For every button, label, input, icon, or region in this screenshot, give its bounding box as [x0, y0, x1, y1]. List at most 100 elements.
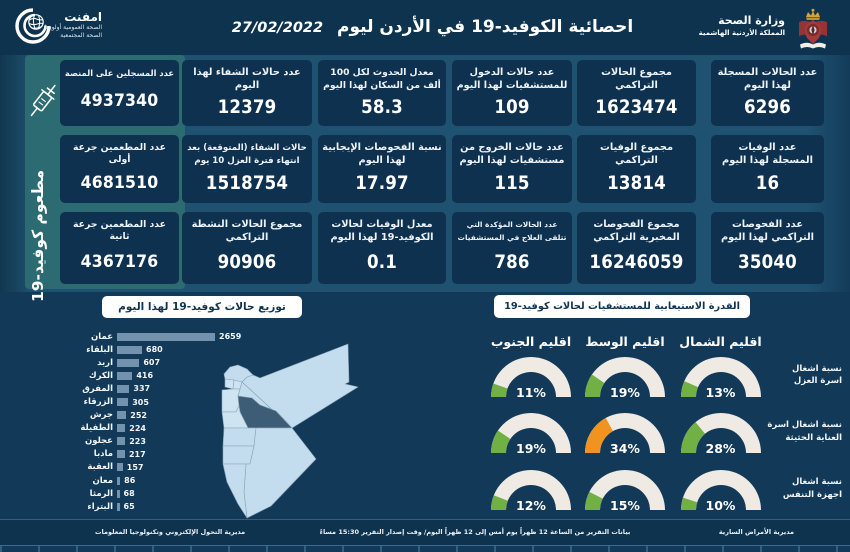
- gauge-track: [585, 356, 665, 397]
- bar-value-label: 680: [146, 345, 163, 355]
- stat-card-value: 115: [494, 172, 530, 194]
- gauge-fill: [585, 491, 603, 510]
- map-region-tafilah: [222, 445, 255, 465]
- stat-card-label: معدل الوفيات لحالات الكوفيد-19 لهذا اليو…: [330, 219, 434, 243]
- gauge-track: [491, 356, 571, 397]
- bar-value-label: 157: [126, 462, 144, 472]
- bar-value-label: 2659: [219, 332, 242, 342]
- gauge: 11%: [488, 353, 574, 400]
- stat-card-label: مجموع الوفيات التراكمي: [599, 142, 674, 166]
- stat-card-value: 16246059: [589, 251, 684, 273]
- bar-row: الطفيلة 224: [58, 422, 438, 435]
- report-title: احصائية الكوفيد-19 في الأردن ليوم: [337, 17, 634, 37]
- stat-card-label: عدد حالات الدخول للمستشفيات لهذا اليوم: [456, 67, 568, 91]
- stat-card-label: عدد حالات الشفاء لهذا اليوم: [193, 67, 301, 91]
- stat-card-label: معدل الحدوث لكل 100 ألف من السكان لهذا ا…: [323, 67, 441, 91]
- bar: [117, 489, 120, 498]
- jordan-map: [200, 332, 392, 524]
- network-tagline-2: الصحة المجتمعية: [60, 32, 102, 39]
- bar-row: معان 86: [58, 474, 438, 487]
- stat-card: عدد المسجلين على المنصة 4937340: [60, 60, 179, 126]
- stat-column: عدد الحالات المسجلة لهذا اليوم 6296 عدد ال…: [711, 60, 824, 285]
- bar-category-label: الطفيلة: [80, 423, 113, 434]
- stat-card-value: 4937340: [80, 91, 159, 110]
- bar-value-label: 68: [123, 489, 135, 499]
- region-header: اقليم الوسط: [585, 334, 665, 349]
- stat-card-label: مجموع الفحوصات المخبرية التراكمي: [593, 219, 680, 243]
- stat-card: مجموع الوفيات التراكمي 13814: [577, 135, 696, 203]
- capacity-row-label-line1: نسبة اشغال اسرة: [767, 420, 842, 430]
- distribution-section-title: توزيع حالات كوفيد-19 لهذا اليوم: [102, 296, 302, 318]
- governorate-bar-chart: عمان 2659 البلقاء 680 اربد 607 الكرك 416 المفرق 3…: [58, 330, 438, 513]
- bar-value-label: 607: [143, 358, 161, 368]
- stat-card-value: 109: [494, 96, 530, 118]
- gauge-percent-label: 34%: [610, 441, 640, 456]
- gauge-percent-label: 11%: [516, 384, 546, 400]
- region-header: اقليم الجنوب: [490, 334, 572, 349]
- bar: [117, 502, 120, 511]
- bar: [117, 398, 129, 407]
- stat-card-value: 1623474: [595, 96, 678, 118]
- report-date: 27/02/2022: [231, 20, 324, 36]
- stat-card-label: عدد الحالات المؤكدة التي تتلقى العلاج في…: [457, 220, 567, 242]
- stat-card-value: 12379: [217, 96, 277, 118]
- map-region-maan: [243, 427, 317, 519]
- stat-card: عدد المطعمين جرعة أولى 4681510: [60, 135, 179, 203]
- footer-band: [0, 519, 850, 545]
- stat-card: عدد الحالات المؤكدة التي تتلقى العلاج في…: [452, 212, 572, 284]
- stat-card-value: 6296: [743, 96, 792, 118]
- gauge: 10%: [678, 466, 764, 513]
- bar: [117, 384, 130, 393]
- stat-column: معدل الحدوث لكل 100 ألف من السكان لهذا ا…: [318, 60, 446, 285]
- bar-category-label: العقبة: [87, 462, 113, 473]
- gauge-percent-label: 28%: [705, 441, 736, 456]
- bar: [117, 463, 123, 472]
- stat-card-label: عدد الفحوصات التراكمي لهذا اليوم: [720, 219, 814, 243]
- stat-card-value: 13814: [607, 172, 666, 194]
- ministry-name: وزارة الصحة: [718, 14, 785, 27]
- stat-column: مجموع الحالات التراكمي 1623474 مجموع الوفي…: [577, 60, 696, 285]
- footer-report-window: بيانات التقرير من الساعة 12 ظهراً يوم أم…: [319, 528, 631, 536]
- gauge: 12%: [488, 466, 574, 513]
- bar-value-label: 224: [129, 423, 146, 433]
- capacity-row-label-line1: نسبة اشغال: [791, 477, 842, 487]
- bar-value-label: 305: [132, 397, 149, 407]
- bar-value-label: 416: [136, 371, 154, 381]
- stat-card: نسبة الفحوصات الإيجابية لهذا اليوم 17.97: [318, 135, 446, 203]
- ministry-country: المملكة الأردنية الهاشمية: [698, 29, 785, 37]
- gauge-fill: [585, 374, 605, 397]
- bar: [117, 437, 126, 446]
- footer-directorate-left: مديرية التحول الإلكتروني وتكنولوجيا المع…: [95, 528, 246, 536]
- ministry-text: وزارة الصحة المملكة الأردنية الهاشمية: [635, 14, 785, 39]
- bar: [117, 371, 133, 380]
- stat-card-value: 16: [755, 172, 780, 194]
- bar: [117, 358, 140, 367]
- gauge-fill: [680, 497, 697, 510]
- bar-value-label: 86: [124, 476, 136, 486]
- stat-card-value: 786: [494, 251, 530, 273]
- vaccination-panel: مطعوم كوفيد-19 عدد المسجلين على المنصة 49…: [25, 55, 185, 302]
- bar-category-label: البتراء: [87, 501, 113, 512]
- stat-card-label: عدد الوفيات المسجلة لهذا اليوم: [722, 142, 813, 166]
- bar-category-label: اربد: [97, 357, 113, 368]
- bar-category-label: الرمثا: [89, 488, 113, 499]
- bar-category-label: جرش: [89, 410, 113, 421]
- gauge-percent-label: 12%: [516, 498, 546, 513]
- bar-row: الرمثا 68: [58, 487, 438, 500]
- gauge-track: [680, 413, 761, 453]
- bar-category-label: عمان: [91, 331, 113, 342]
- stat-card-label: عدد المطعمين جرعة أولى: [72, 142, 167, 165]
- bar-category-label: البلقاء: [86, 344, 113, 355]
- bar-value-label: 252: [130, 410, 147, 420]
- stat-column: عدد حالات الشفاء لهذا اليوم 12379 حالات ال…: [182, 60, 312, 285]
- stat-card: عدد حالات الشفاء لهذا اليوم 12379: [182, 60, 312, 126]
- network-name: امفنت: [64, 10, 102, 24]
- gauge: 19%: [488, 409, 574, 456]
- bar-row: مادبا 217: [58, 448, 438, 461]
- bar-category-label: الكرك: [88, 370, 113, 381]
- gauge-fill: [680, 380, 698, 397]
- stat-card-label: مجموع الحالات التراكمي: [601, 67, 672, 91]
- gauge: 13%: [678, 353, 764, 400]
- map-region-aqaba: [222, 463, 248, 519]
- bar-row: المفرق 337: [58, 382, 438, 395]
